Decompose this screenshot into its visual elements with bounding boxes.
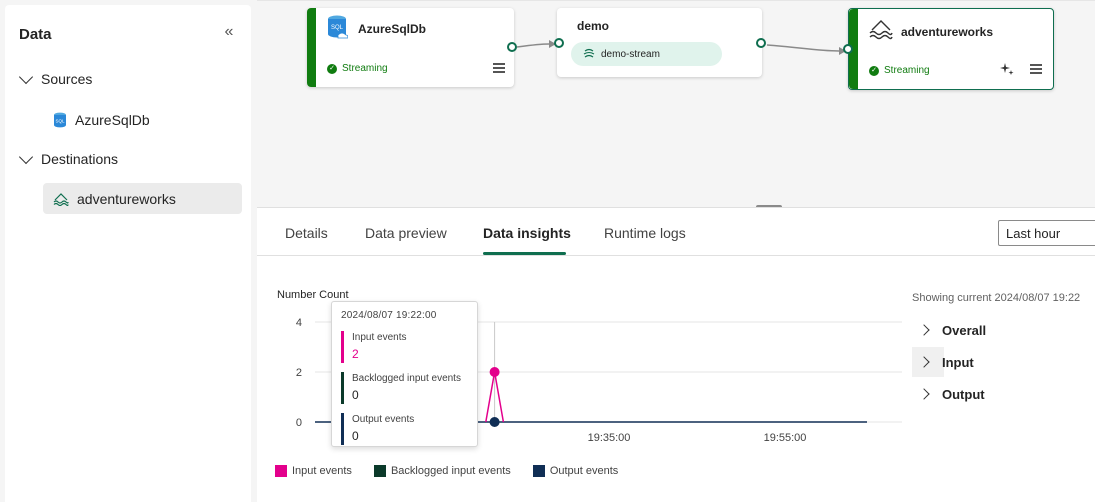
data-panel: Data « Sources SQL AzureSqlDb Destinatio… xyxy=(5,5,251,502)
svg-text:SQL: SQL xyxy=(331,25,344,31)
check-circle-icon: ✓ xyxy=(327,63,337,74)
hover-highlight xyxy=(912,347,944,377)
y-tick-label: 2 xyxy=(296,367,302,379)
destination-node-adventureworks[interactable]: adventureworks ✓ Streaming xyxy=(843,8,1054,90)
input-port[interactable] xyxy=(554,38,564,48)
y-tick-label: 4 xyxy=(296,317,302,329)
tab-runtime-logs[interactable]: Runtime logs xyxy=(604,225,686,241)
tree-item-azuresqldb[interactable]: SQL AzureSqlDb xyxy=(43,104,242,135)
connector-lines xyxy=(516,40,846,55)
series-accent xyxy=(341,372,344,404)
sql-database-icon: SQL xyxy=(328,15,348,39)
legend-label: Output events xyxy=(549,465,619,477)
series-accent xyxy=(341,331,344,363)
legend-label: Input events xyxy=(292,465,352,477)
legend-swatch xyxy=(275,465,287,477)
source-node-azuresqldb[interactable]: SQL AzureSqlDb ✓ Streaming xyxy=(307,8,517,87)
stream-icon xyxy=(583,48,595,58)
stream-pill[interactable]: demo-stream xyxy=(571,42,722,66)
tooltip-time: 2024/08/07 19:22:00 xyxy=(341,310,437,321)
chart-legend: Input events Backlogged input events Out… xyxy=(275,465,618,477)
eventhouse-icon xyxy=(53,192,69,206)
tree-item-adventureworks[interactable]: adventureworks xyxy=(43,183,242,214)
x-tick-label: 19:55:00 xyxy=(764,432,807,444)
tooltip-row-backlogged: Backlogged input events 0 xyxy=(341,372,475,404)
chevron-down-icon xyxy=(18,149,34,165)
sources-group-header[interactable]: Sources xyxy=(18,69,93,87)
chevron-right-icon xyxy=(918,388,930,400)
legend-label: Backlogged input events xyxy=(390,465,511,477)
stream-label: demo-stream xyxy=(601,48,660,60)
metric-label: Input xyxy=(942,354,974,370)
details-panel: Details Data preview Data insights Runti… xyxy=(257,207,1095,502)
node-status: ✓ Streaming xyxy=(327,63,388,74)
legend-item-input[interactable]: Input events xyxy=(275,465,352,477)
status-label: Streaming xyxy=(342,63,388,74)
node-status: ✓ Streaming xyxy=(869,65,930,76)
node-title: AzureSqlDb xyxy=(358,22,427,36)
tooltip-value: 0 xyxy=(352,429,359,443)
metric-output[interactable]: Output xyxy=(912,379,1012,409)
tooltip-label: Input events xyxy=(352,332,407,343)
chevron-down-icon xyxy=(18,69,34,85)
chart-tooltip: 2024/08/07 19:22:00 Input events 2 Backl… xyxy=(331,301,478,447)
legend-item-backlogged[interactable]: Backlogged input events xyxy=(373,465,511,477)
chart-title: Number Count xyxy=(277,289,349,301)
tab-data-preview[interactable]: Data preview xyxy=(365,225,447,241)
chevron-right-icon xyxy=(918,324,930,336)
destinations-group-header[interactable]: Destinations xyxy=(18,149,119,167)
destinations-label: Destinations xyxy=(41,151,119,167)
output-port[interactable] xyxy=(507,42,517,52)
svg-text:SQL: SQL xyxy=(55,118,65,123)
tooltip-label: Output events xyxy=(352,414,415,425)
y-tick-label: 0 xyxy=(296,417,302,429)
number-count-chart[interactable]: Number Count 4 2 0 19:35:00 19:55:00 xyxy=(257,256,907,456)
x-axis-ticks: 19:35:00 19:55:00 xyxy=(588,432,807,444)
legend-swatch xyxy=(373,465,386,477)
metric-label: Output xyxy=(942,386,985,402)
tab-bar: Details Data preview Data insights Runti… xyxy=(257,208,1095,256)
y-axis-ticks: 4 2 0 xyxy=(296,317,302,429)
tab-data-insights[interactable]: Data insights xyxy=(483,225,571,241)
stream-node-demo[interactable]: demo demo-stream xyxy=(554,8,766,77)
menu-icon[interactable] xyxy=(493,63,505,73)
status-label: Streaming xyxy=(884,65,930,76)
sparkle-icon[interactable] xyxy=(1000,62,1014,76)
node-status-bar xyxy=(849,9,858,89)
series-accent xyxy=(341,413,344,445)
pipeline-canvas[interactable]: SQL AzureSqlDb ✓ Streaming demo demo-str… xyxy=(257,0,1095,207)
active-tab-indicator xyxy=(483,252,566,255)
series-point-output xyxy=(489,417,500,427)
tooltip-row-input: Input events 2 xyxy=(341,331,475,363)
tooltip-label: Backlogged input events xyxy=(352,373,461,384)
series-point-input xyxy=(489,367,500,377)
metric-input[interactable]: Input xyxy=(912,347,1012,377)
metric-overall[interactable]: Overall xyxy=(912,315,1012,345)
metric-label: Overall xyxy=(942,322,987,338)
tooltip-value: 2 xyxy=(352,347,359,361)
tab-details[interactable]: Details xyxy=(285,225,328,241)
tooltip-value: 0 xyxy=(352,388,359,402)
x-tick-label: 19:35:00 xyxy=(588,432,631,444)
eventhouse-icon xyxy=(869,20,893,40)
input-port[interactable] xyxy=(843,44,853,54)
tree-item-label: adventureworks xyxy=(77,190,176,207)
tooltip-row-output: Output events 0 xyxy=(341,413,475,445)
node-title: demo xyxy=(577,19,610,33)
tree-item-label: AzureSqlDb xyxy=(75,111,150,128)
node-title: adventureworks xyxy=(901,25,994,39)
time-range-select[interactable]: Last hour xyxy=(998,220,1095,246)
legend-swatch xyxy=(532,465,545,477)
node-status-bar xyxy=(307,8,316,87)
menu-icon[interactable] xyxy=(1030,64,1042,74)
check-circle-icon: ✓ xyxy=(869,65,879,76)
panel-title: Data xyxy=(19,26,52,43)
status-text: Showing current 2024/08/07 19:22 xyxy=(912,292,1081,304)
sql-database-icon: SQL xyxy=(54,112,66,127)
double-chevron-left-icon[interactable]: « xyxy=(224,23,234,40)
sources-label: Sources xyxy=(41,71,93,87)
legend-item-output[interactable]: Output events xyxy=(532,465,619,477)
output-port[interactable] xyxy=(756,38,766,48)
